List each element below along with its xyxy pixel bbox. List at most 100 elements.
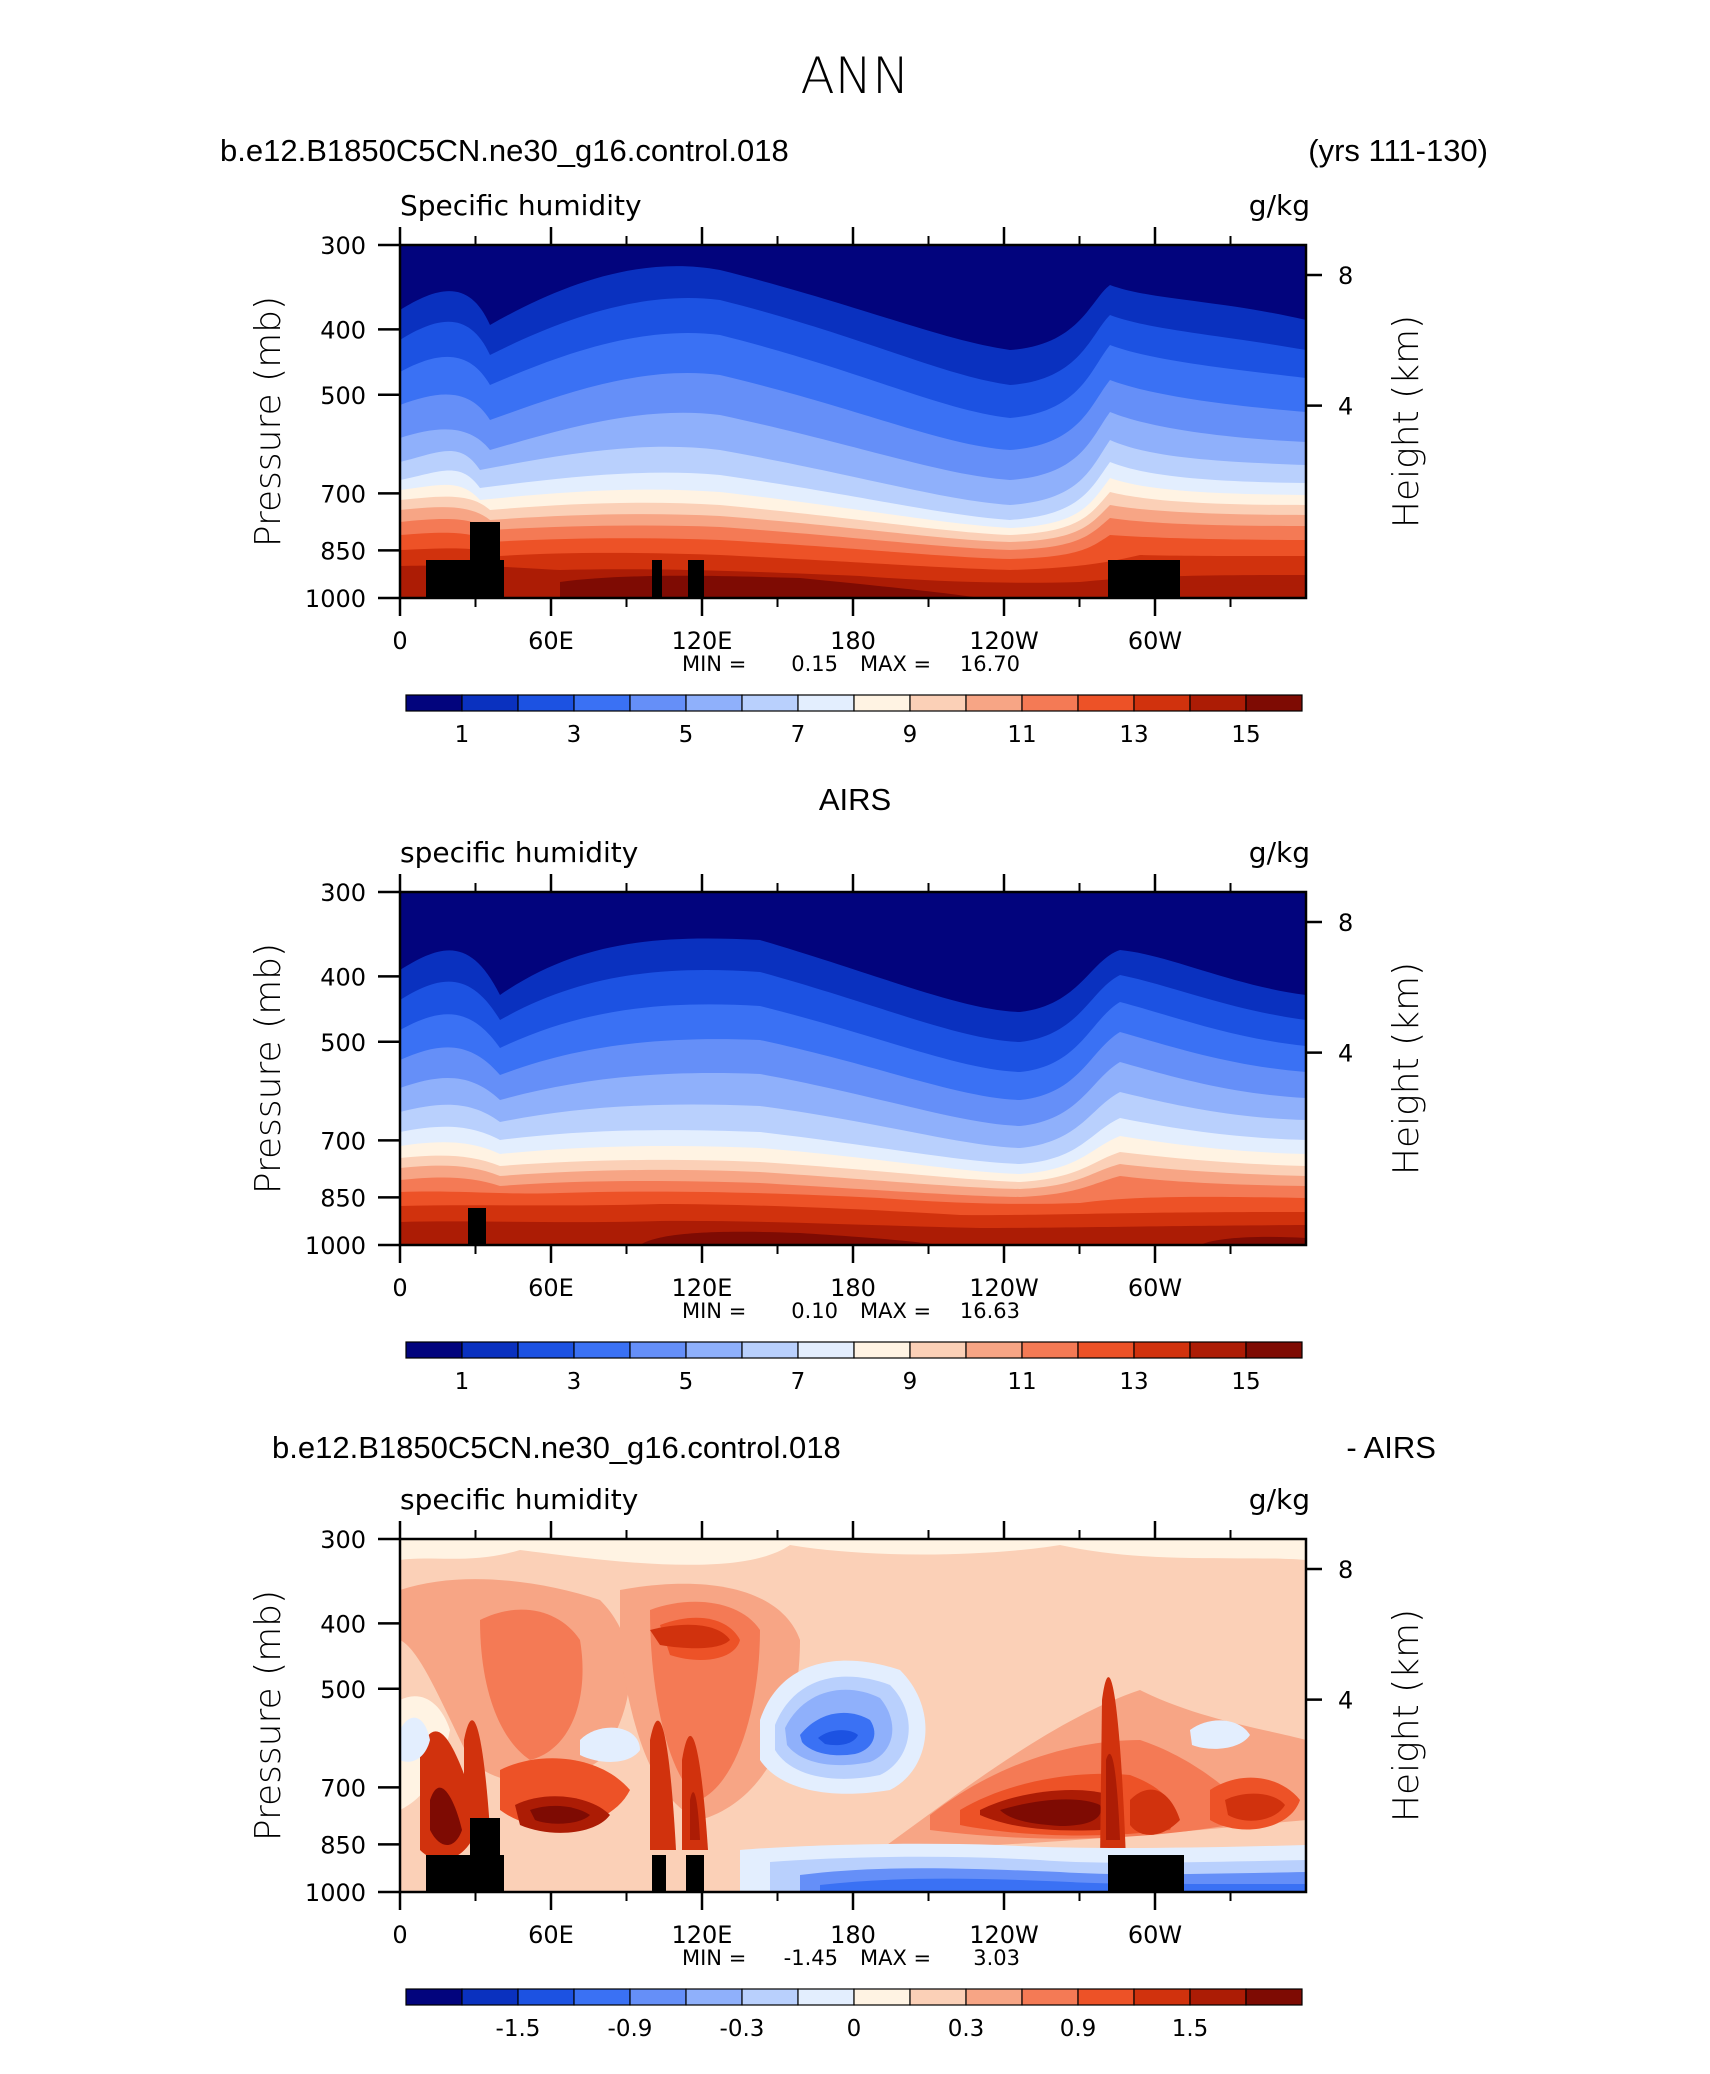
panel-diff-units-label: g/kg [1249,1483,1310,1516]
colorbar-swatch [1245,694,1303,712]
panel-diff-plot [400,1539,1306,1892]
colorbar-swatch [797,694,855,712]
colorbar-label: 0 [847,2016,862,2042]
band [400,1717,430,1762]
colorbar-swatch [1077,694,1135,712]
y-tick-label: 400 [320,316,366,344]
y-tick-label: 850 [320,1831,366,1859]
colorbar-label: 11 [1007,1369,1036,1395]
panel-diff: b.e12.B1850C5CN.ne30_g16.control.018 - A… [272,1430,1436,1892]
y-right-tick-label: 4 [1338,1040,1353,1068]
colorbar-swatch [1021,1988,1079,2006]
band [682,1735,708,1850]
panel-diff-variable-label: specific humidity [400,1483,638,1516]
colorbar-swatch [1133,1988,1191,2006]
max-label: MAX = [860,1299,931,1323]
x-tick-label: 120W [969,627,1039,655]
colorbar-swatch [629,1341,687,1359]
colorbar-swatch [629,694,687,712]
x-tick-label: 60W [1128,1274,1182,1302]
y-tick-label: 700 [320,480,366,508]
colorbar-label: 5 [679,1369,694,1395]
max-value: 16.70 [960,652,1020,676]
band [1225,1793,1285,1821]
colorbar-label: -0.9 [608,2016,653,2042]
topo [652,560,662,598]
colorbar-swatch [741,1341,799,1359]
colorbar-swatch [629,1988,687,2006]
y-tick-label: 500 [320,382,366,410]
band [818,1730,858,1746]
colorbar-label: 9 [903,722,918,748]
colorbar-swatch [405,1341,463,1359]
topo [468,1208,486,1245]
panel-model-units-label: g/kg [1249,189,1310,222]
colorbar-label: 7 [791,1369,806,1395]
colorbar-swatch [405,1988,463,2006]
colorbar-swatch [685,694,743,712]
colorbar-label: -0.3 [720,2016,765,2042]
min-label: MIN = [682,1299,746,1323]
max-value: 16.63 [960,1299,1020,1323]
band [580,1727,640,1762]
x-tick-label: 60E [528,1274,574,1302]
colorbar-swatch [685,1988,743,2006]
y-tick-label: 500 [320,1676,366,1704]
band [430,1787,462,1845]
topo [1108,1855,1184,1892]
band [1200,1236,1306,1245]
max-label: MAX = [860,652,931,676]
colorbar-swatch [461,1988,519,2006]
band [650,1624,730,1649]
band [820,1878,1306,1892]
y-right-tick-label: 8 [1338,909,1353,937]
topo [470,522,500,598]
y-right-tick-label: 8 [1338,1556,1353,1584]
colorbar-swatch [909,1988,967,2006]
min-label: MIN = [682,1946,746,1970]
colorbar-swatch [517,1988,575,2006]
colorbar-label: 9 [903,1369,918,1395]
band [400,1539,1306,1565]
panel-airs-plot [400,892,1306,1245]
x-tick-label: 180 [830,1274,876,1302]
y-right-axis-title: Height (km) [1386,315,1427,528]
colorbar-swatch [573,1341,631,1359]
colorbar-swatch [853,1341,911,1359]
band [480,1609,583,1760]
min-label: MIN = [682,652,746,676]
colorbar-label: -1.5 [496,2016,541,2042]
y-tick-label: 850 [320,1184,366,1212]
colorbar-swatch [1189,1988,1247,2006]
x-tick-label: 120E [672,1274,733,1302]
colorbar-label: 1 [455,722,470,748]
colorbar-swatch [965,1341,1023,1359]
colorbar-swatch [1021,1341,1079,1359]
colorbar-label: 5 [679,722,694,748]
x-tick-label: 180 [830,1921,876,1949]
colorbar-swatch [685,1341,743,1359]
colorbar-swatch [741,694,799,712]
panel-model-variable-label: Specific humidity [400,189,642,222]
colorbar-swatch [1133,1341,1191,1359]
y-tick-label: 400 [320,1610,366,1638]
colorbar-label: 1.5 [1172,2016,1209,2042]
colorbar-swatch [853,1988,911,2006]
band [1190,1720,1250,1749]
panel-model-plot [400,245,1306,598]
colorbar-swatch [461,1341,519,1359]
band [464,1720,490,1840]
max-value: 3.03 [973,1946,1020,1970]
panel-diff-header-right: - AIRS [1346,1430,1436,1465]
y-axis-title: Pressure (mb) [248,1590,289,1841]
colorbar-swatch [797,1988,855,2006]
topo [652,1855,666,1892]
colorbar-swatch [573,1988,631,2006]
y-tick-label: 850 [320,537,366,565]
x-tick-label: 0 [392,1921,407,1949]
panel-airs-units-label: g/kg [1249,836,1310,869]
y-axis-title: Pressure (mb) [248,943,289,1194]
colorbar-swatch [517,694,575,712]
colorbar-label: 15 [1231,1369,1260,1395]
